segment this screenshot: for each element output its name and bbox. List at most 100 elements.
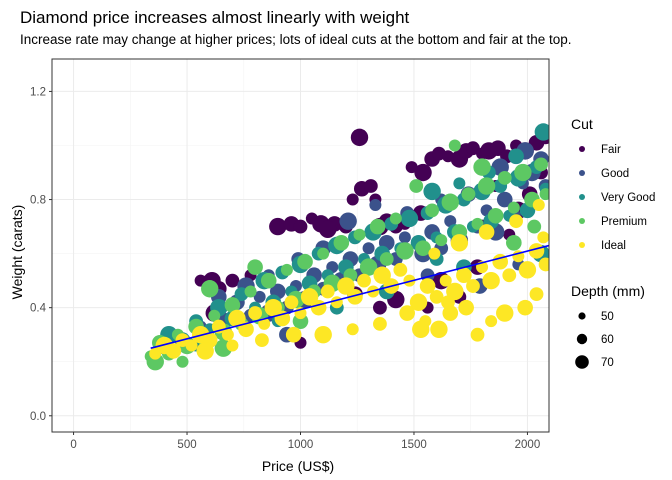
data-point [518, 261, 537, 279]
data-point [314, 325, 332, 344]
data-point [409, 293, 428, 311]
data-point [502, 268, 517, 283]
data-point [269, 217, 287, 236]
legend-key-ideal [579, 242, 585, 248]
data-point [534, 157, 548, 172]
data-point [496, 191, 513, 208]
size-label: 60 [601, 334, 614, 346]
legend-key-fair [579, 146, 585, 152]
data-point [373, 316, 387, 331]
plot-panel [51, 58, 550, 433]
data-point [224, 297, 241, 313]
y-tick-label: 0.8 [30, 195, 46, 207]
data-point [225, 273, 240, 288]
data-point [473, 158, 491, 176]
data-point [226, 339, 239, 352]
data-point [415, 240, 431, 257]
data-point [185, 339, 198, 352]
data-point [441, 295, 455, 310]
data-point [517, 299, 533, 316]
legend-key-good [579, 170, 585, 176]
data-point [369, 198, 382, 211]
data-point [453, 177, 466, 190]
depth-legend: Depth (mm) 50 60 70 [571, 283, 645, 369]
data-point [442, 305, 459, 321]
data-point [420, 268, 435, 283]
legend-key-very-good [579, 194, 585, 200]
data-point [176, 355, 189, 368]
data-point [423, 182, 441, 201]
data-point [534, 123, 549, 141]
data-point [319, 220, 337, 238]
data-point [450, 234, 469, 252]
x-tick-label: 1000 [288, 439, 314, 451]
data-point [412, 320, 430, 338]
data-point [538, 257, 549, 272]
size-key-60 [576, 333, 588, 345]
data-point [373, 266, 391, 284]
data-point [399, 305, 415, 321]
data-point [532, 198, 545, 211]
data-point [221, 328, 234, 341]
data-point [403, 274, 416, 287]
data-point [208, 309, 221, 322]
data-point [496, 304, 514, 322]
data-point [165, 343, 182, 359]
legend-label: Premium [601, 216, 647, 228]
data-point [425, 203, 440, 218]
data-point [253, 290, 266, 303]
series-ideal [149, 198, 549, 360]
data-point [357, 273, 371, 288]
data-point [389, 212, 402, 225]
x-axis-title: Price (US$) [262, 458, 334, 474]
data-point [435, 234, 448, 247]
data-point [247, 259, 263, 275]
data-point [477, 177, 496, 195]
y-tick-label: 0.0 [30, 411, 46, 423]
data-point [537, 231, 549, 244]
x-tick-label: 0 [70, 439, 76, 451]
data-point [482, 271, 500, 290]
x-tick-label: 2000 [515, 439, 541, 451]
chart-subtitle: Increase rate may change at higher price… [20, 32, 572, 47]
legend-label: Ideal [601, 240, 626, 252]
depth-legend-title: Depth (mm) [571, 283, 645, 299]
data-point [446, 282, 464, 301]
trend-line [150, 244, 549, 349]
y-tick-label: 0.4 [30, 303, 47, 315]
data-point [430, 320, 448, 338]
data-point [478, 224, 495, 240]
data-point [539, 188, 549, 201]
x-axis-ticks: 0 500 1000 1500 2000 [70, 432, 540, 451]
data-point [280, 263, 293, 276]
data-point [369, 218, 386, 235]
cut-legend-title: Cut [571, 116, 593, 132]
data-point [400, 209, 419, 228]
data-point [461, 187, 476, 202]
data-point [509, 214, 523, 229]
data-point [428, 247, 441, 260]
y-axis-title: Weight (carats) [9, 205, 25, 300]
data-point [264, 298, 282, 317]
data-point [284, 295, 299, 310]
data-point [228, 309, 246, 328]
data-point [317, 247, 330, 260]
data-point [396, 242, 414, 260]
data-point [320, 284, 335, 299]
data-point [439, 274, 452, 287]
data-point [359, 258, 378, 276]
data-point [458, 299, 474, 316]
data-point [330, 296, 343, 309]
x-tick-label: 1500 [401, 439, 427, 451]
data-point [448, 139, 461, 152]
data-point [333, 234, 350, 251]
data-point [293, 219, 308, 234]
chart-title: Diamond price increases almost linearly … [20, 8, 410, 27]
data-point [506, 234, 522, 251]
data-point [297, 253, 313, 270]
data-point [373, 300, 387, 315]
size-key-70 [575, 355, 589, 369]
legend-key-premium [579, 218, 585, 224]
data-point [347, 289, 363, 305]
